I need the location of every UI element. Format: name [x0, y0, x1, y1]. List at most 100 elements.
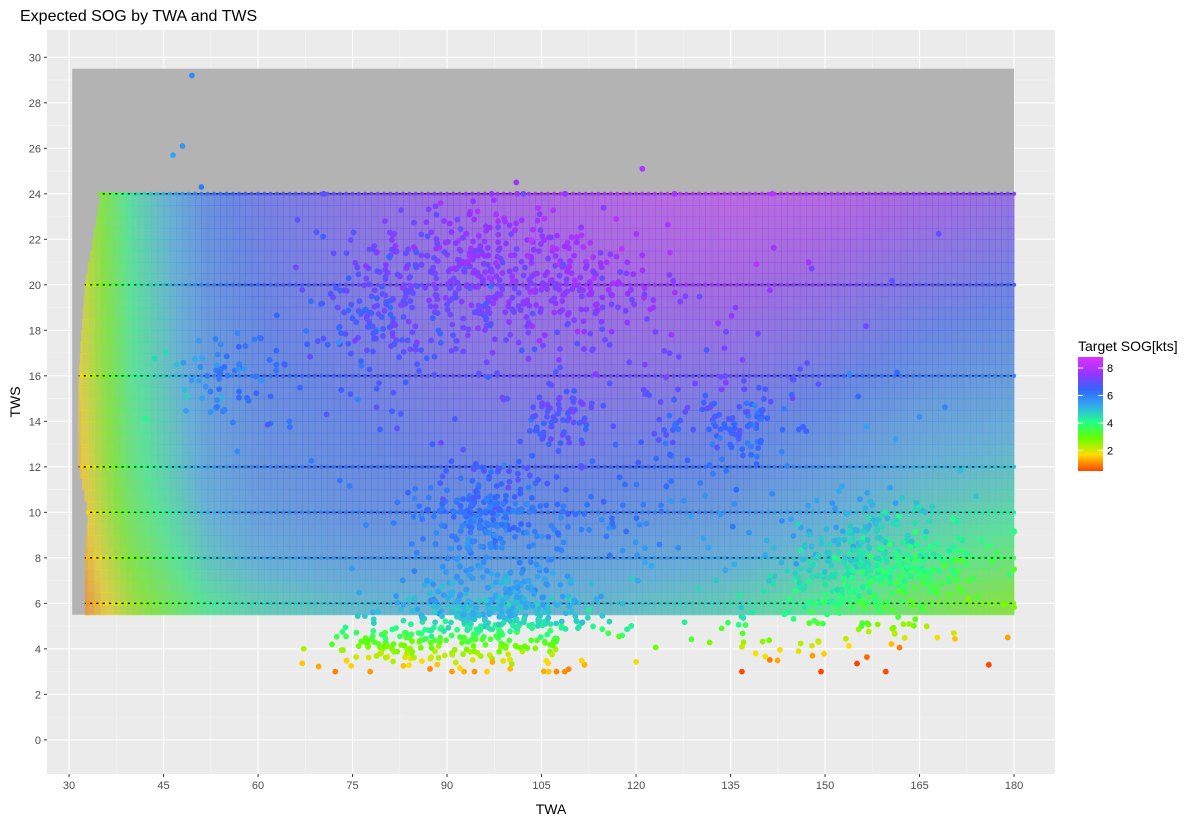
heatmap-tile [945, 433, 952, 445]
heatmap-tile [970, 330, 977, 342]
heatmap-tile [579, 490, 586, 502]
heatmap-tile [485, 433, 492, 445]
heatmap-tile [308, 319, 315, 331]
heatmap-tile [290, 478, 297, 490]
heatmap-tile [208, 490, 215, 502]
heatmap-tile [535, 353, 542, 365]
heatmap-tile [850, 444, 857, 456]
heatmap-tile [661, 330, 668, 342]
heatmap-tile [195, 421, 202, 433]
heatmap-tile [145, 251, 152, 263]
heatmap-tile [913, 399, 920, 411]
heatmap-tile [422, 399, 429, 411]
heatmap-tile [762, 490, 769, 502]
heatmap-tile [819, 330, 826, 342]
heatmap-tile [630, 399, 637, 411]
heatmap-tile [189, 251, 196, 263]
heatmap-tile [384, 444, 391, 456]
heatmap-tile [945, 239, 952, 251]
heatmap-tile [346, 490, 353, 502]
heatmap-tile [296, 433, 303, 445]
heatmap-tile [920, 262, 927, 274]
heatmap-tile [460, 410, 467, 422]
heatmap-tile [365, 490, 372, 502]
heatmap-tile [403, 399, 410, 411]
heatmap-tile [737, 251, 744, 263]
heatmap-tile [932, 251, 939, 263]
heatmap-tile [598, 569, 605, 581]
heatmap-tile [88, 353, 95, 365]
heatmap-tile [101, 353, 108, 365]
heatmap-tile [920, 308, 927, 320]
heatmap-tile [497, 319, 504, 331]
heatmap-tile [208, 342, 215, 354]
heatmap-tile [718, 535, 725, 547]
heatmap-tile [145, 421, 152, 433]
heatmap-tile [819, 433, 826, 445]
heatmap-tile [453, 421, 460, 433]
heatmap-tile [693, 410, 700, 422]
heatmap-tile [472, 410, 479, 422]
heatmap-tile [157, 228, 164, 240]
heatmap-tile [542, 490, 549, 502]
heatmap-tile [283, 478, 290, 490]
heatmap-tile [510, 421, 517, 433]
heatmap-tile [227, 433, 234, 445]
heatmap-tile [132, 239, 139, 251]
heatmap-tile [1001, 581, 1008, 593]
heatmap-tile [762, 444, 769, 456]
heatmap-tile [964, 330, 971, 342]
heatmap-tile [296, 478, 303, 490]
heatmap-tile [630, 239, 637, 251]
heatmap-tile [794, 433, 801, 445]
heatmap-tile [844, 399, 851, 411]
heatmap-tile [113, 308, 120, 320]
heatmap-tile [107, 353, 114, 365]
heatmap-tile [995, 239, 1002, 251]
heatmap-tile [781, 387, 788, 399]
heatmap-tile [227, 251, 234, 263]
heatmap-tile [642, 535, 649, 547]
heatmap-tile [825, 296, 832, 308]
heatmap-tile [970, 308, 977, 320]
heatmap-tile [233, 490, 240, 502]
heatmap-tile [680, 353, 687, 365]
heatmap-tile [290, 490, 297, 502]
heatmap-tile [800, 387, 807, 399]
heatmap-tile [308, 444, 315, 456]
heatmap-tile [756, 308, 763, 320]
heatmap-tile [101, 308, 108, 320]
heatmap-tile [989, 262, 996, 274]
heatmap-tile [611, 262, 618, 274]
heatmap-tile [775, 524, 782, 536]
heatmap-tile [573, 444, 580, 456]
heatmap-tile [151, 387, 158, 399]
heatmap-tile [875, 262, 882, 274]
heatmap-tile [674, 308, 681, 320]
heatmap-tile [743, 478, 750, 490]
heatmap-tile [365, 421, 372, 433]
heatmap-tile [592, 387, 599, 399]
heatmap-tile [245, 410, 252, 422]
heatmap-tile [554, 319, 561, 331]
heatmap-tile [201, 444, 208, 456]
heatmap-tile [800, 444, 807, 456]
heatmap-tile [743, 251, 750, 263]
heatmap-tile [296, 490, 303, 502]
heatmap-tile [800, 490, 807, 502]
heatmap-tile [151, 581, 158, 593]
heatmap-tile [485, 399, 492, 411]
heatmap-tile [497, 421, 504, 433]
heatmap-tile [170, 535, 177, 547]
heatmap-tile [113, 490, 120, 502]
heatmap-tile [731, 581, 738, 593]
heatmap-tile [812, 478, 819, 490]
heatmap-tile [812, 444, 819, 456]
heatmap-tile [605, 239, 612, 251]
heatmap-tile [938, 490, 945, 502]
heatmap-tile [812, 581, 819, 593]
heatmap-tile [781, 581, 788, 593]
heatmap-tile [806, 239, 813, 251]
heatmap-tile [353, 478, 360, 490]
heatmap-tile [308, 581, 315, 593]
